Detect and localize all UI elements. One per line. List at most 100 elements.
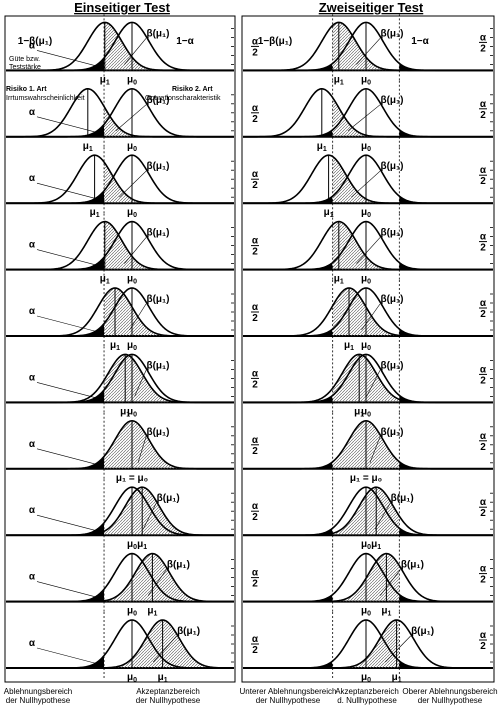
beta-area-L0: [104, 22, 234, 71]
curve-h1-L4: [6, 287, 234, 337]
alpha-tail-left-R5: [243, 395, 333, 403]
label-mu0-R0: μ0: [361, 74, 371, 86]
pointer-beta-L2: [119, 170, 147, 198]
pointer-beta-R9: [385, 635, 411, 663]
label-alpha-half-right-R4-den: 2: [480, 309, 486, 320]
label-mu1-L9: μ1: [158, 672, 168, 684]
pointer-beta-L0: [124, 38, 147, 65]
alpha-tail-left-R6: [243, 462, 333, 469]
beta-area-R9: [332, 620, 400, 668]
label-mu0-L9: μ0: [127, 672, 137, 684]
label-mu1-L3: μ1: [100, 274, 110, 286]
label-alpha-half-right-R7-num: α: [480, 497, 487, 508]
alpha-tail-left-L3: [6, 257, 105, 270]
label-mu0-R5: μ0: [361, 406, 371, 418]
label-mu0-R9: μ0: [361, 672, 371, 684]
footer-left-reject-1: Ablehnungsbereich: [4, 687, 73, 696]
label-alpha-half-right-R6-num: α: [480, 431, 487, 442]
label-beta-L3: β(μ₁): [146, 228, 169, 239]
label-alpha-L9: α: [29, 638, 36, 649]
label-mu0-R8: μ0: [361, 606, 371, 618]
pointer-beta-L4: [129, 303, 147, 331]
alpha-tail-left-L8: [6, 589, 105, 602]
label-mu0-R3: μ0: [361, 274, 371, 286]
pointer-alpha-L8: [36, 581, 103, 599]
beta-area-R0: [332, 22, 400, 71]
beta-area-R8: [332, 553, 400, 602]
curve-h1-L7: [6, 486, 234, 536]
label-mu1-L8: μ1: [147, 606, 157, 618]
label-alpha-L6: α: [29, 439, 36, 450]
alpha-tail-right-R8: [399, 594, 493, 602]
pointer-beta-R4: [361, 303, 381, 331]
label-one-minus-alpha-right: 1−α: [411, 36, 429, 47]
label-alpha-half-right-R1-den: 2: [480, 110, 486, 121]
pointer-beta-L1: [115, 104, 147, 132]
label-power-right: 1−β(μ₁): [258, 36, 292, 47]
alpha-tail-right-R7: [399, 528, 493, 536]
label-mu0-R2: μ0: [361, 207, 371, 219]
alpha-tail-left-L6: [6, 456, 105, 469]
pointer-beta-L3: [124, 237, 147, 264]
curve-h1-R4: [243, 287, 493, 337]
label-alpha-half-right-R4-num: α: [480, 298, 487, 309]
label-mu0-L0: μ0: [127, 74, 137, 86]
alpha-tail-left-L4: [6, 323, 105, 336]
alpha-tail-left-R2: [243, 196, 333, 204]
pointer-alpha-L5: [36, 382, 103, 400]
label-mu0-L4: μ0: [127, 340, 137, 352]
label-mu0-L1: μ0: [127, 141, 137, 153]
alpha-tail-left-L1: [6, 124, 105, 137]
label-beta-L2: β(μ₁): [146, 161, 169, 172]
curve-h1-L8: [6, 552, 235, 603]
beta-area-R2: [332, 156, 400, 204]
label-mu0-R7: μ0: [361, 539, 371, 551]
pointer-alpha-L0: [36, 50, 103, 68]
pointer-alpha-L4: [36, 315, 103, 334]
beta-area-L4: [104, 288, 234, 336]
pointer-beta-L7: [142, 503, 157, 530]
pointer-beta-R3: [356, 237, 381, 264]
label-beta-L5: β(μ₁): [146, 360, 169, 371]
curve-h1-R8: [243, 552, 493, 603]
label-alpha-half-left-R4-num: α: [252, 302, 259, 313]
label-alpha-L0: α: [29, 40, 36, 51]
pointer-alpha-L6: [36, 448, 103, 467]
footer-right-upper-2: der Nullhypothese: [418, 696, 483, 705]
label-alpha-half-left-R6-num: α: [252, 435, 259, 446]
label-beta-L4: β(μ₁): [146, 294, 169, 305]
curve-h1-R9: [243, 619, 493, 669]
panel-one-sided: [4, 15, 236, 683]
annotation-guete: Güte bzw.: [9, 56, 40, 63]
label-alpha-half-left-R2-num: α: [252, 169, 259, 180]
label-alpha-half-left-R0-den: 2: [252, 47, 258, 58]
curve-h1-L1: [5, 88, 234, 138]
curve-h0-R1: [243, 87, 493, 138]
label-mu0-L2: μ0: [127, 207, 137, 219]
curve-h1-R3: [243, 220, 493, 271]
pointer-beta-R2: [351, 170, 381, 198]
curve-h0-R2: [243, 154, 493, 204]
curve-h1-R1: [243, 88, 493, 138]
beta-area-L3: [104, 221, 234, 270]
annotation-teststaerke: Teststärke: [9, 64, 41, 71]
alpha-tail-right-R9: [399, 660, 493, 668]
label-alpha-L4: α: [29, 306, 36, 317]
annotation-operations: Operationscharakteristik: [145, 95, 221, 102]
pointer-beta-R0: [356, 38, 381, 65]
label-alpha-half-left-R3-num: α: [252, 236, 259, 247]
label-alpha-half-left-R5-den: 2: [252, 379, 258, 390]
label-power-left: 1−β(μ₁): [18, 36, 52, 47]
label-mu0-R4: μ0: [361, 340, 371, 352]
label-beta-L0: β(μ₁): [146, 28, 169, 39]
curve-h1-L9: [6, 619, 235, 669]
label-alpha-half-left-R9-den: 2: [252, 645, 258, 656]
label-alpha-L5: α: [29, 372, 36, 383]
curve-h0-L6: [6, 419, 234, 470]
label-alpha-half-left-R9-num: α: [252, 634, 259, 645]
beta-area-L9: [104, 620, 234, 668]
footer-left-accept-1: Akzeptanzbereich: [136, 687, 200, 696]
label-mu0-L5: μ0: [127, 406, 137, 418]
label-alpha-half-left-R8-den: 2: [252, 579, 258, 590]
curve-h0-R6: [243, 419, 493, 470]
